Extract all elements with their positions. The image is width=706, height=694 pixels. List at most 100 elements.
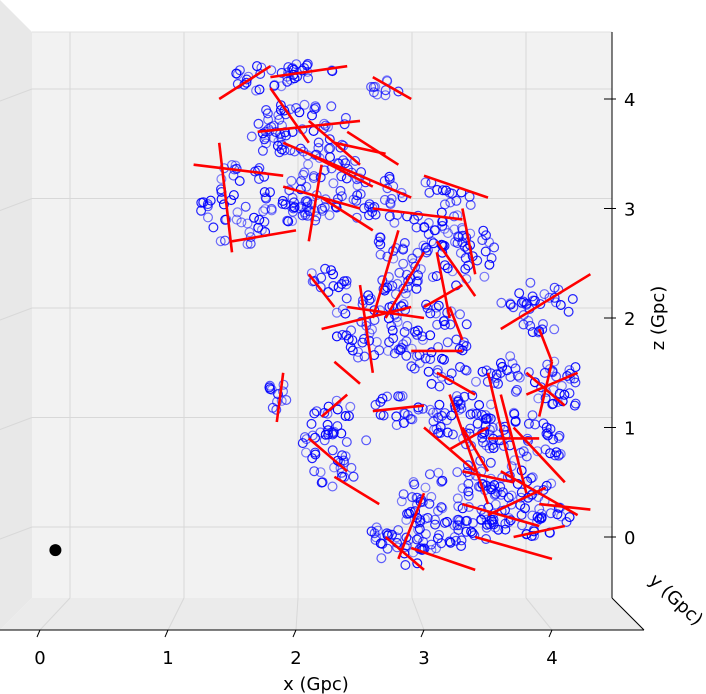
filament-2 [372, 75, 412, 101]
point-c21-41 [437, 503, 448, 514]
point-c22-17 [526, 530, 537, 541]
z-axis-label: z (Gpc) [648, 286, 669, 351]
point-c20-17 [555, 449, 566, 460]
point-c23-43 [426, 539, 437, 550]
point-c24-21 [488, 519, 499, 530]
point-c8-28 [450, 237, 461, 248]
filament-37 [320, 393, 349, 418]
point-c14-5 [556, 380, 567, 391]
point-c5-62 [355, 189, 366, 200]
point-c17-42 [309, 466, 320, 477]
point-c2-5 [327, 66, 338, 77]
point-c21-40 [407, 492, 418, 503]
point-c19-39 [465, 409, 476, 420]
point-c17-7 [311, 406, 322, 417]
point-c17-26 [339, 457, 350, 468]
point-c7-31 [439, 199, 450, 210]
point-c0-10 [244, 227, 255, 238]
point-c11-39 [331, 307, 342, 318]
point-c7-14 [437, 220, 448, 231]
point-c0-17 [228, 190, 239, 201]
point-c17-52 [299, 432, 310, 443]
filament-32 [537, 328, 554, 363]
point-c8-36 [481, 230, 492, 241]
point-c0-38 [256, 224, 267, 235]
point-c0-53 [215, 236, 226, 247]
point-c9-2 [415, 264, 426, 275]
point-c9-16 [394, 267, 405, 278]
point-c17-48 [340, 451, 351, 462]
point-c20-57 [542, 427, 553, 438]
point-c13-25 [567, 294, 578, 305]
point-c20-84 [510, 416, 521, 427]
filament-lines [193, 64, 592, 572]
point-c8-25 [486, 253, 497, 264]
filament-31 [500, 273, 592, 331]
point-c12-49 [432, 367, 443, 378]
point-c5-30 [363, 201, 374, 212]
point-c0-54 [253, 165, 264, 176]
point-c20-61 [541, 480, 552, 491]
point-c13-18 [537, 319, 548, 330]
point-c24-18 [434, 529, 445, 540]
point-c8-27 [427, 272, 438, 283]
point-c7-19 [411, 222, 422, 233]
filament-21 [384, 251, 426, 319]
filament-14 [320, 196, 374, 232]
point-c16-7 [267, 402, 278, 413]
point-c3-0 [366, 81, 377, 92]
point-c21-52 [436, 502, 447, 513]
point-c1-15 [276, 81, 287, 92]
point-c21-16 [398, 489, 409, 500]
filament-26 [347, 305, 425, 320]
filament-13 [307, 164, 323, 242]
point-c4-69 [310, 102, 321, 113]
point-c17-51 [327, 481, 338, 492]
point-c3-8 [370, 81, 381, 92]
point-c7-16 [443, 228, 454, 239]
point-c12-2 [409, 363, 420, 374]
point-c9-24 [398, 244, 409, 255]
z-tick-label-1: 1 [624, 419, 635, 440]
point-c18-8 [370, 399, 381, 410]
filament-25 [321, 305, 412, 331]
point-c18-19 [398, 418, 409, 429]
filament-10 [231, 229, 297, 243]
point-c10-12 [341, 279, 352, 290]
point-c21-50 [404, 508, 415, 519]
filament-9 [217, 142, 234, 253]
point-c0-43 [266, 205, 277, 216]
filament-54 [462, 502, 540, 528]
point-c21-53 [430, 514, 441, 525]
point-c0-23 [249, 212, 260, 223]
point-c19-36 [461, 365, 472, 376]
point-c4-67 [294, 107, 305, 118]
point-c22-49 [527, 510, 538, 521]
point-c0-37 [261, 193, 272, 204]
point-c24-12 [454, 520, 465, 531]
point-c17-33 [316, 477, 327, 488]
point-c11-46 [365, 293, 376, 304]
point-c20-75 [485, 457, 496, 468]
point-c19-44 [444, 375, 455, 386]
point-c0-34 [259, 187, 270, 198]
filament-1 [270, 64, 348, 79]
point-c21-42 [463, 478, 474, 489]
filament-53 [487, 486, 547, 517]
point-c4-29 [259, 134, 270, 145]
filament-46 [499, 394, 528, 494]
point-c22-10 [516, 509, 527, 520]
point-c21-34 [422, 512, 433, 523]
filament-35 [537, 361, 554, 417]
point-c20-9 [484, 443, 495, 454]
point-c13-31 [549, 324, 560, 335]
point-c12-26 [406, 361, 417, 372]
point-c7-17 [465, 200, 476, 211]
grid-left-2 [0, 307, 33, 321]
point-c8-22 [439, 223, 450, 234]
point-c21-30 [452, 493, 463, 504]
filament-48 [462, 470, 514, 484]
point-c10-9 [316, 272, 327, 283]
point-c0-49 [228, 170, 239, 181]
point-c11-27 [353, 346, 364, 357]
